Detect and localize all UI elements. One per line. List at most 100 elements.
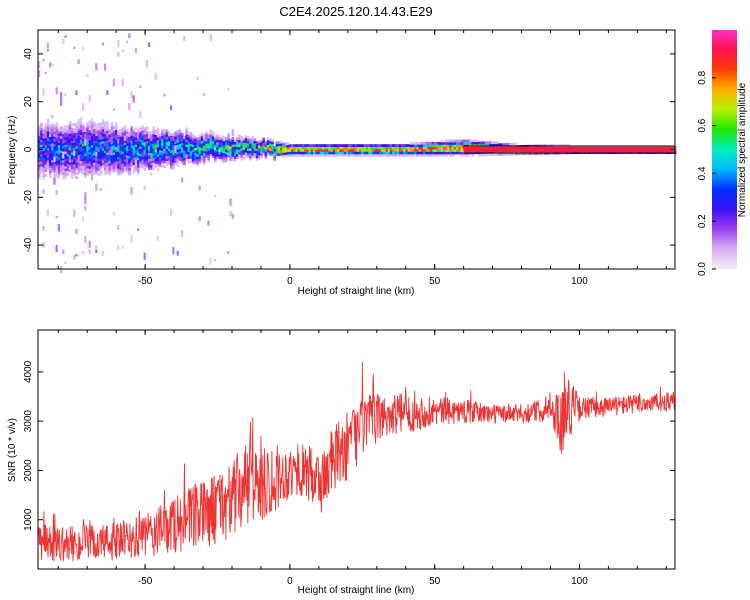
spectrogram-cell: [121, 129, 125, 133]
spectrogram-cell: [238, 134, 241, 138]
spectrogram-cell: [66, 139, 70, 143]
spectrogram-cell: [119, 155, 122, 159]
spectrogram-cell: [500, 152, 503, 156]
spectrogram-cell: [128, 134, 131, 137]
spectrogram-noise: [207, 220, 210, 226]
spectrogram-cell: [75, 124, 78, 128]
spectrogram-cell: [152, 133, 155, 137]
spectrogram-cell: [251, 148, 254, 152]
spectrogram-cell: [484, 153, 488, 157]
spectrogram-cell: [174, 155, 177, 159]
spectrogram-cell: [209, 134, 213, 138]
spectrogram-cell: [84, 146, 87, 149]
spectrogram-cell: [464, 153, 468, 157]
spectrogram-cell: [372, 153, 375, 157]
spectrogram-cell: [42, 171, 45, 175]
spectrogram-cell: [108, 160, 111, 164]
spectrogram-x-axis-label: Height of straight line (km): [298, 286, 415, 297]
spectrogram-cell: [150, 143, 153, 146]
spectrogram-cell: [137, 140, 140, 144]
spectrogram-cell: [49, 167, 52, 171]
spectrogram-cell: [57, 152, 61, 155]
spectrogram-cell: [121, 167, 125, 171]
spectrogram-cell: [242, 142, 246, 146]
spectrogram-cell: [163, 134, 166, 137]
spectrogram-cell: [458, 149, 461, 153]
spectrogram-cell: [46, 164, 50, 168]
spectrogram-cell: [60, 164, 63, 168]
spectrogram-cell: [66, 136, 70, 140]
spectrogram-cell: [271, 141, 274, 145]
spectrogram-cell: [227, 137, 230, 141]
spectrogram-cell: [185, 137, 188, 140]
spectrogram-cell: [225, 153, 228, 157]
spectrogram-cell: [53, 150, 56, 154]
spectrogram-cell: [412, 144, 415, 148]
spectrogram-cell: [288, 144, 292, 148]
spectrogram-cell: [194, 135, 197, 139]
spectrogram-cell: [79, 146, 83, 150]
spectrogram-noise: [99, 188, 102, 191]
spectrogram-cell: [447, 146, 450, 150]
spectrogram-cell: [475, 139, 479, 143]
spectrogram-cell: [326, 144, 329, 147]
spectrogram-cell: [181, 157, 184, 160]
spectrogram-cell: [126, 143, 129, 146]
spectrogram-cell: [214, 145, 217, 148]
spectrogram-cell: [62, 126, 65, 130]
spectrogram-cell: [330, 151, 334, 155]
spectrogram-cell: [183, 150, 186, 154]
spectrogram-cell: [148, 155, 151, 158]
spectrogram-cell: [132, 155, 136, 158]
spectrogram-cell: [170, 152, 173, 156]
spectrogram-cell: [418, 151, 422, 155]
spectrogram-cell: [255, 153, 259, 156]
spectrogram-cell: [385, 144, 389, 147]
spectrogram-cell: [255, 150, 259, 154]
spectrogram-cell: [106, 164, 109, 167]
spectrogram-cell: [101, 150, 105, 154]
spectrogram-cell: [53, 148, 56, 152]
spectrogram-cell: [220, 139, 224, 143]
spectrogram-cell: [258, 149, 261, 153]
spectrogram-cell: [480, 141, 483, 145]
spectrogram-cell: [104, 133, 107, 137]
spectrogram-cell: [414, 146, 417, 150]
spectrogram-cell: [110, 146, 114, 149]
spectrogram-cell: [174, 141, 177, 144]
spectrogram-cell: [405, 151, 408, 155]
spectrogram-cell: [68, 162, 72, 165]
spectrogram-cell: [456, 139, 459, 143]
spectrogram-noise: [60, 92, 63, 100]
spectrogram-cell: [106, 130, 109, 134]
spectrogram-cell: [368, 146, 371, 150]
spectrogram-cell: [460, 139, 463, 143]
spectrogram-cell: [473, 144, 477, 147]
spectrogram-cell: [126, 140, 129, 144]
spectrogram-cell: [429, 149, 433, 152]
spectrogram-cell: [449, 151, 452, 155]
spectrogram-noise: [174, 145, 177, 153]
spectrogram-cell: [196, 149, 199, 152]
spectrogram-cell: [482, 151, 485, 154]
spectrogram-cell: [40, 137, 43, 141]
spectrogram-cell: [44, 140, 48, 144]
spectrogram-cell: [77, 125, 81, 129]
spectrogram-cell: [93, 121, 96, 125]
spectrogram-cell: [339, 148, 342, 152]
spectrogram-cell: [348, 148, 351, 152]
spectrogram-cell: [134, 153, 138, 157]
spectrogram-cell: [99, 172, 103, 176]
spectrogram-cell: [445, 151, 448, 155]
spectrogram-cell: [141, 127, 144, 131]
spectrogram-cell: [117, 129, 120, 133]
spectrogram-cell: [363, 144, 367, 147]
spectrogram-cell: [240, 136, 243, 139]
spectrogram-cell: [60, 169, 63, 173]
spectrogram-cell: [77, 121, 81, 124]
spectrogram-cell: [132, 133, 136, 137]
spectrogram-cell: [90, 144, 94, 148]
spectrogram-cell: [49, 146, 52, 149]
spectrogram-cell: [75, 157, 78, 161]
spectrogram-cell: [310, 151, 314, 155]
